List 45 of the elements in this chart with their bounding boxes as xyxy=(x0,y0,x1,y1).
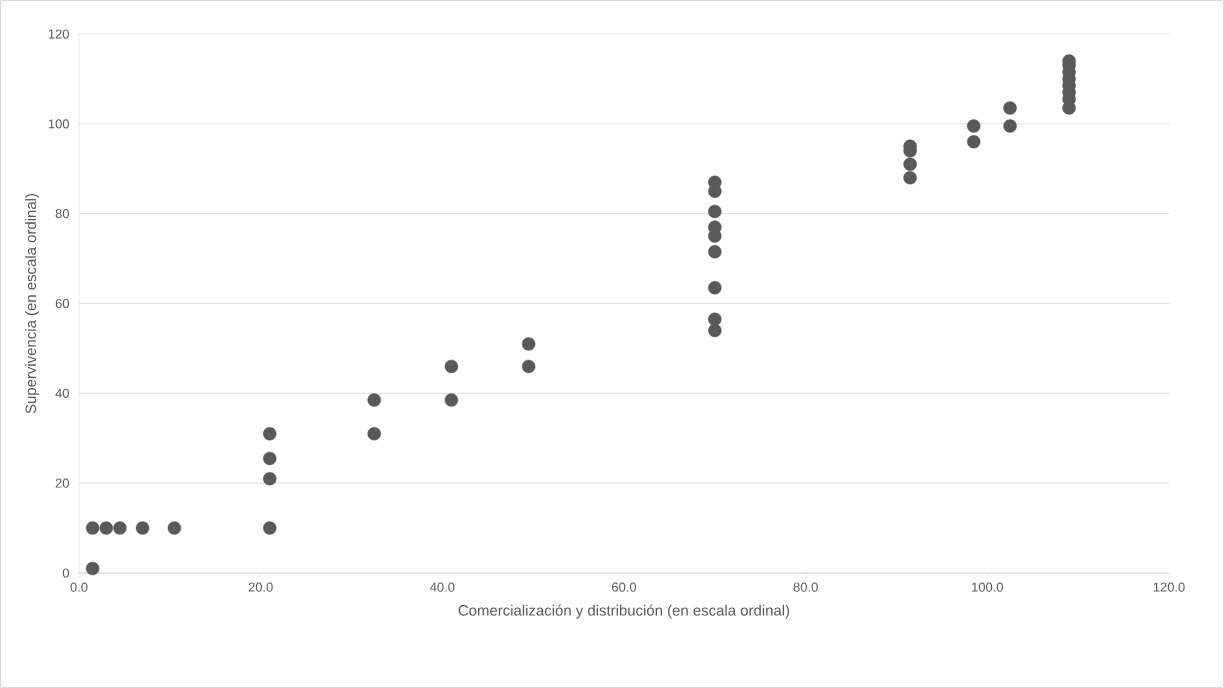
x-axis-title: Comercialización y distribución (en escala ordinal) xyxy=(458,604,790,619)
point xyxy=(263,451,277,466)
y-axis-title: Supervivencia (en escala ordinal) xyxy=(25,194,40,414)
point xyxy=(444,359,459,374)
point xyxy=(967,135,981,149)
point xyxy=(99,521,113,535)
y-tick-label: 60 xyxy=(55,298,69,309)
y-tick-label: 0 xyxy=(62,568,69,578)
y-tick-label: 40 xyxy=(55,388,69,398)
x-tick-label: 60.0 xyxy=(612,582,637,592)
point xyxy=(1003,119,1017,133)
point xyxy=(135,521,150,535)
point xyxy=(167,521,182,535)
point xyxy=(903,171,917,185)
point xyxy=(263,471,277,486)
y-tick-label: 100 xyxy=(48,119,69,129)
x-tick-label: 80.0 xyxy=(793,582,818,592)
point xyxy=(521,337,536,351)
point xyxy=(521,359,536,374)
point xyxy=(85,561,100,576)
point xyxy=(708,281,722,295)
x-tick-label: 20.0 xyxy=(248,582,273,592)
y-tick-label: 80 xyxy=(55,209,69,219)
point xyxy=(708,323,722,338)
x-tick-label: 0.0 xyxy=(70,582,88,592)
point xyxy=(85,521,100,535)
point xyxy=(903,157,917,171)
point xyxy=(708,204,722,219)
point xyxy=(708,312,722,326)
point xyxy=(1003,101,1017,115)
point xyxy=(708,175,722,189)
y-tick-label: 20 xyxy=(55,478,69,488)
x-tick-label: 120.0 xyxy=(1153,582,1185,592)
x-tick-label: 40.0 xyxy=(430,582,455,592)
point xyxy=(967,119,981,133)
point xyxy=(263,427,277,441)
point xyxy=(444,393,459,407)
point xyxy=(263,521,277,535)
y-tick-label: 120 xyxy=(48,29,69,39)
point xyxy=(367,393,381,407)
point xyxy=(367,427,381,441)
point xyxy=(708,220,722,234)
point xyxy=(113,521,127,535)
x-tick-label: 100.0 xyxy=(972,582,1004,592)
point xyxy=(708,245,722,259)
